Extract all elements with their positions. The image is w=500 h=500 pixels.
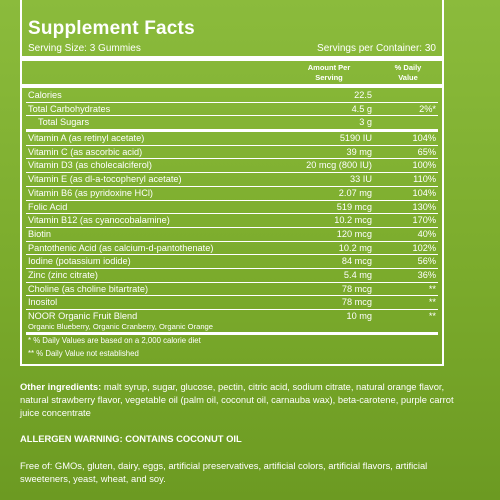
nutrient-name: Inositol [28,297,58,308]
nutrient-row: Total Sugars 3 g [26,116,438,133]
nutrient-row: NOOR Organic Fruit Blend 10 mg ** Organic B… [26,310,438,335]
nutrient-name: Iodine (potassium iodide) [28,256,131,267]
nutrient-name: Calories [28,90,62,100]
nutrient-amount: 120 mcg [336,228,372,239]
header-line: % Daily [394,63,422,72]
nutrient-name: Vitamin E (as dl-a-tocopheryl acetate) [28,174,182,185]
nutrient-amount: 84 mcg [341,256,372,267]
header-line: Value [398,73,418,82]
nutrient-name: Total Carbohydrates [28,103,111,114]
nutrient-daily-value: 130% [412,201,437,212]
nutrient-name: Vitamin A (as retinyl acetate) [28,133,145,144]
nutrient-row: Vitamin C (as ascorbic acid) 39 mg 65% [26,146,438,160]
panel-title: Supplement Facts [28,18,195,39]
nutrient-daily-value: 56% [417,256,436,267]
nutrient-name: Vitamin C (as ascorbic acid) [28,146,143,157]
nutrient-daily-value: 100% [412,160,437,171]
nutrient-row: Total Carbohydrates 4.5 g 2%* [26,103,438,117]
nutrient-name: Choline (as choline bitartrate) [28,283,149,294]
nutrient-amount: 10.2 mg [338,242,372,253]
nutrient-amount: 22.5 [354,90,372,100]
nutrient-amount: 20 mcg (800 IU) [306,160,372,171]
amount-per-serving-header: Amount Per Serving [294,63,364,83]
nutrient-amount: 33 IU [350,174,372,185]
nutrient-name: Vitamin D3 (as cholecalciferol) [28,160,152,171]
nutrient-amount: 2.07 mg [338,187,372,198]
free-of-statement: Free of: GMOs, gluten, dairy, eggs, arti… [20,460,428,484]
nutrient-daily-value: 104% [412,187,437,198]
nutrient-row: Pantothenic Acid (as calcium-d-pantothen… [26,242,438,256]
nutrient-name: Biotin [28,228,51,239]
nutrient-name: Pantothenic Acid (as calcium-d-pantothen… [28,242,214,253]
nutrient-daily-value: 2%* [419,103,436,114]
nutrient-daily-value: ** [428,297,436,308]
nutrient-row: Choline (as choline bitartrate) 78 mcg ** [26,283,438,297]
nutrient-daily-value: 36% [417,269,436,280]
nutrient-amount: 10 mg [346,311,372,321]
nutrient-amount: 3 g [359,117,372,128]
nutrient-row: Iodine (potassium iodide) 84 mcg 56% [26,255,438,269]
nutrient-daily-value: 104% [412,133,437,144]
nutrient-amount: 78 mcg [341,283,372,294]
nutrient-row: Biotin 120 mcg 40% [26,228,438,242]
nutrient-daily-value: 110% [413,174,436,185]
nutrient-row: Vitamin B6 (as pyridoxine HCl) 2.07 mg 104… [26,187,438,201]
thick-divider [22,56,442,61]
supplement-facts-panel: Supplement Facts Serving Size: 3 Gummies… [20,0,444,366]
nutrient-name: NOOR Organic Fruit Blend [28,311,138,321]
other-ingredients-text: malt syrup, sugar, glucose, pectin, citr… [20,381,454,418]
other-ingredients: Other ingredients: malt syrup, sugar, gl… [20,380,460,419]
nutrient-amount: 78 mcg [341,297,372,308]
nutrient-sub-ingredients: Organic Blueberry, Organic Cranberry, Or… [28,322,213,331]
header-line: Amount Per [307,63,351,72]
nutrient-name: Vitamin B12 (as cyanocobalamine) [28,215,170,226]
footnote: ** % Daily Value not established [28,349,139,358]
nutrient-name: Vitamin B6 (as pyridoxine HCl) [28,187,153,198]
nutrient-row: Calories 22.5 [26,89,438,103]
nutrient-amount: 4.5 g [351,103,372,114]
allergen-warning: ALLERGEN WARNING: CONTAINS COCONUT OIL [20,433,242,444]
nutrient-row: Vitamin E (as dl-a-tocopheryl acetate) 33… [26,173,438,187]
servings-per-container: Servings per Container: 30 [317,43,436,54]
nutrient-daily-value: 102% [412,242,437,253]
nutrient-daily-value: ** [428,283,436,294]
thick-divider [22,84,442,88]
footnote: * % Daily Values are based on a 2,000 ca… [28,336,201,345]
other-ingredients-label: Other ingredients: [20,381,102,392]
nutrient-daily-value: 40% [417,228,436,239]
nutrient-amount: 5190 IU [339,133,372,144]
serving-size: Serving Size: 3 Gummies [28,43,141,54]
nutrient-row: Folic Acid 519 mcg 130% [26,201,438,215]
nutrient-amount: 39 mg [346,146,372,157]
header-line: Serving [315,73,343,82]
nutrient-daily-value: 170% [412,215,437,226]
nutrient-daily-value: ** [428,311,436,321]
nutrient-amount: 10.2 mcg [334,215,372,226]
nutrient-table: Calories 22.5 Total Carbohydrates 4.5 g 2%* T… [26,89,438,335]
nutrient-daily-value: 65% [417,146,436,157]
nutrient-amount: 519 mcg [336,201,372,212]
nutrient-row: Zinc (zinc citrate) 5.4 mg 36% [26,269,438,283]
nutrient-row: Vitamin A (as retinyl acetate) 5190 IU 104… [26,132,438,146]
daily-value-header: % Daily Value [380,63,436,83]
nutrient-row: Inositol 78 mcg ** [26,296,438,310]
nutrient-name: Total Sugars [38,117,90,128]
nutrient-amount: 5.4 mg [343,269,372,280]
nutrient-row: Vitamin D3 (as cholecalciferol) 20 mcg (8… [26,159,438,174]
nutrient-name: Zinc (zinc citrate) [28,269,98,280]
nutrient-row: Vitamin B12 (as cyanocobalamine) 10.2 mcg… [26,214,438,228]
nutrient-name: Folic Acid [28,201,68,212]
